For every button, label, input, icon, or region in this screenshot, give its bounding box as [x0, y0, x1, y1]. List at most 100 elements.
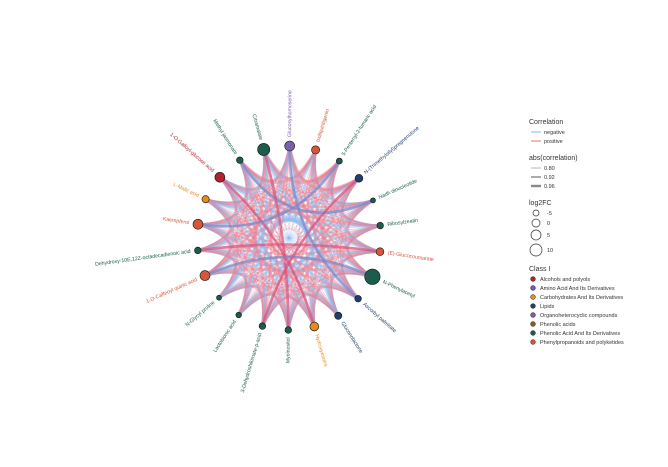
edge: [260, 224, 381, 327]
edge: [197, 222, 316, 328]
edge: [219, 160, 340, 193]
edge: [263, 149, 360, 191]
node-label-8: Gluconolactone: [339, 321, 363, 355]
node-label-3: Nadh dinucleotide: [378, 178, 418, 200]
edge: [205, 197, 374, 214]
legend-log2fc-swatch-1: [532, 209, 540, 217]
edge: [261, 177, 360, 327]
edge: [197, 249, 247, 316]
legend-class-label-7: Phenylpropanoids and polyketides: [540, 340, 624, 346]
node-label-15: Dehydroxy-10E,12Z-octadecadienoic acid: [95, 249, 191, 268]
legend-log2fc-label-1: -5: [547, 211, 552, 217]
edge: [341, 177, 381, 227]
node-9: [309, 321, 319, 332]
node-label-9: Hydroxyesters: [313, 334, 328, 368]
node-18: [214, 172, 226, 183]
legend-class-swatch-1: [530, 285, 536, 291]
edge: [197, 223, 264, 327]
legend-class-swatch-6: [530, 330, 536, 336]
edge: [219, 177, 251, 316]
edge: [205, 199, 264, 327]
edge: [205, 145, 291, 203]
edge: [218, 160, 251, 298]
edge: [261, 285, 359, 327]
edge: [287, 251, 381, 331]
edge: [197, 176, 238, 226]
edge: [204, 178, 360, 276]
edge: [312, 149, 360, 300]
edge: [344, 199, 374, 278]
node-label-16: Kaempferol: [162, 216, 189, 226]
edge: [197, 249, 264, 327]
node-label-19: Methyl jasmonate: [211, 118, 238, 156]
node-label-7: Ascorbyl palmitate: [361, 302, 397, 335]
edge: [219, 149, 267, 191]
edge: [287, 177, 360, 331]
edge: [327, 178, 360, 316]
node-21: [284, 140, 296, 152]
edge: [331, 160, 381, 253]
node-label-0: Isoliquiritigenin: [315, 108, 331, 143]
edge: [204, 255, 373, 278]
edge: [204, 149, 317, 277]
edge: [238, 159, 268, 327]
edge: [204, 271, 339, 316]
legend-log2fc-label-2: 0: [547, 221, 550, 227]
legend-class-label-6: Phenolic Acid And Its Derivatives: [540, 331, 620, 337]
edge: [204, 198, 234, 277]
node-6: [364, 268, 381, 285]
legend-class-label-2: Carbohydrates And Its Derivatives: [540, 295, 623, 301]
edge: [238, 272, 373, 316]
edge: [237, 199, 374, 316]
edge: [197, 249, 289, 331]
edge: [312, 149, 360, 192]
node-label-14: 1-O-Caffeoyl quinic acid: [145, 277, 198, 305]
edge: [310, 160, 341, 327]
legend-abs-title: abs(correlation): [529, 155, 578, 162]
edge: [197, 145, 290, 251]
node-2: [354, 174, 364, 183]
nodes-layer: [192, 140, 385, 334]
edge: [218, 177, 243, 298]
node-8: [334, 311, 343, 320]
edge: [237, 159, 257, 316]
edge: [237, 292, 316, 327]
edge: [237, 293, 290, 331]
edge: [313, 200, 374, 327]
node-label-1: 5-Pentenyl-2-fumaric acid: [341, 104, 378, 157]
edge: [218, 285, 315, 327]
legend-abs-label-2: 0.92: [544, 175, 555, 181]
legend-negative-label: negative: [544, 130, 565, 136]
edge: [197, 249, 237, 299]
edge: [238, 283, 359, 316]
node-14: [199, 270, 211, 281]
edge: [197, 149, 265, 251]
edge: [197, 243, 381, 253]
node-label-17: L-Malic acid: [172, 182, 200, 199]
edge: [205, 198, 340, 317]
legend-log2fc-swatch-3: [530, 229, 542, 241]
node-label-13: N-Glycyl proline: [185, 300, 217, 328]
edges-layer: [197, 145, 381, 331]
edge: [286, 199, 374, 331]
edge: [205, 197, 381, 228]
edge: [261, 145, 291, 327]
edge: [204, 198, 316, 328]
legend-correlation-title: Correlation: [529, 119, 563, 126]
node-7: [354, 295, 362, 303]
edge: [197, 249, 359, 300]
edge: [262, 149, 290, 331]
node-label-18: 1-O-Galloyl-glucose acid: [168, 132, 215, 174]
edge: [197, 223, 359, 300]
node-19: [236, 156, 244, 164]
edge: [204, 149, 265, 276]
edge: [197, 159, 248, 226]
edge: [218, 284, 266, 327]
edge: [197, 176, 238, 252]
edge: [204, 271, 265, 327]
legend-class-swatch-3: [530, 303, 536, 309]
legend-log2fc-label-3: 5: [547, 233, 550, 239]
edge: [262, 148, 341, 184]
legend-class-items: Alcohols and polyols Amino Acid And Its D…: [530, 276, 624, 346]
